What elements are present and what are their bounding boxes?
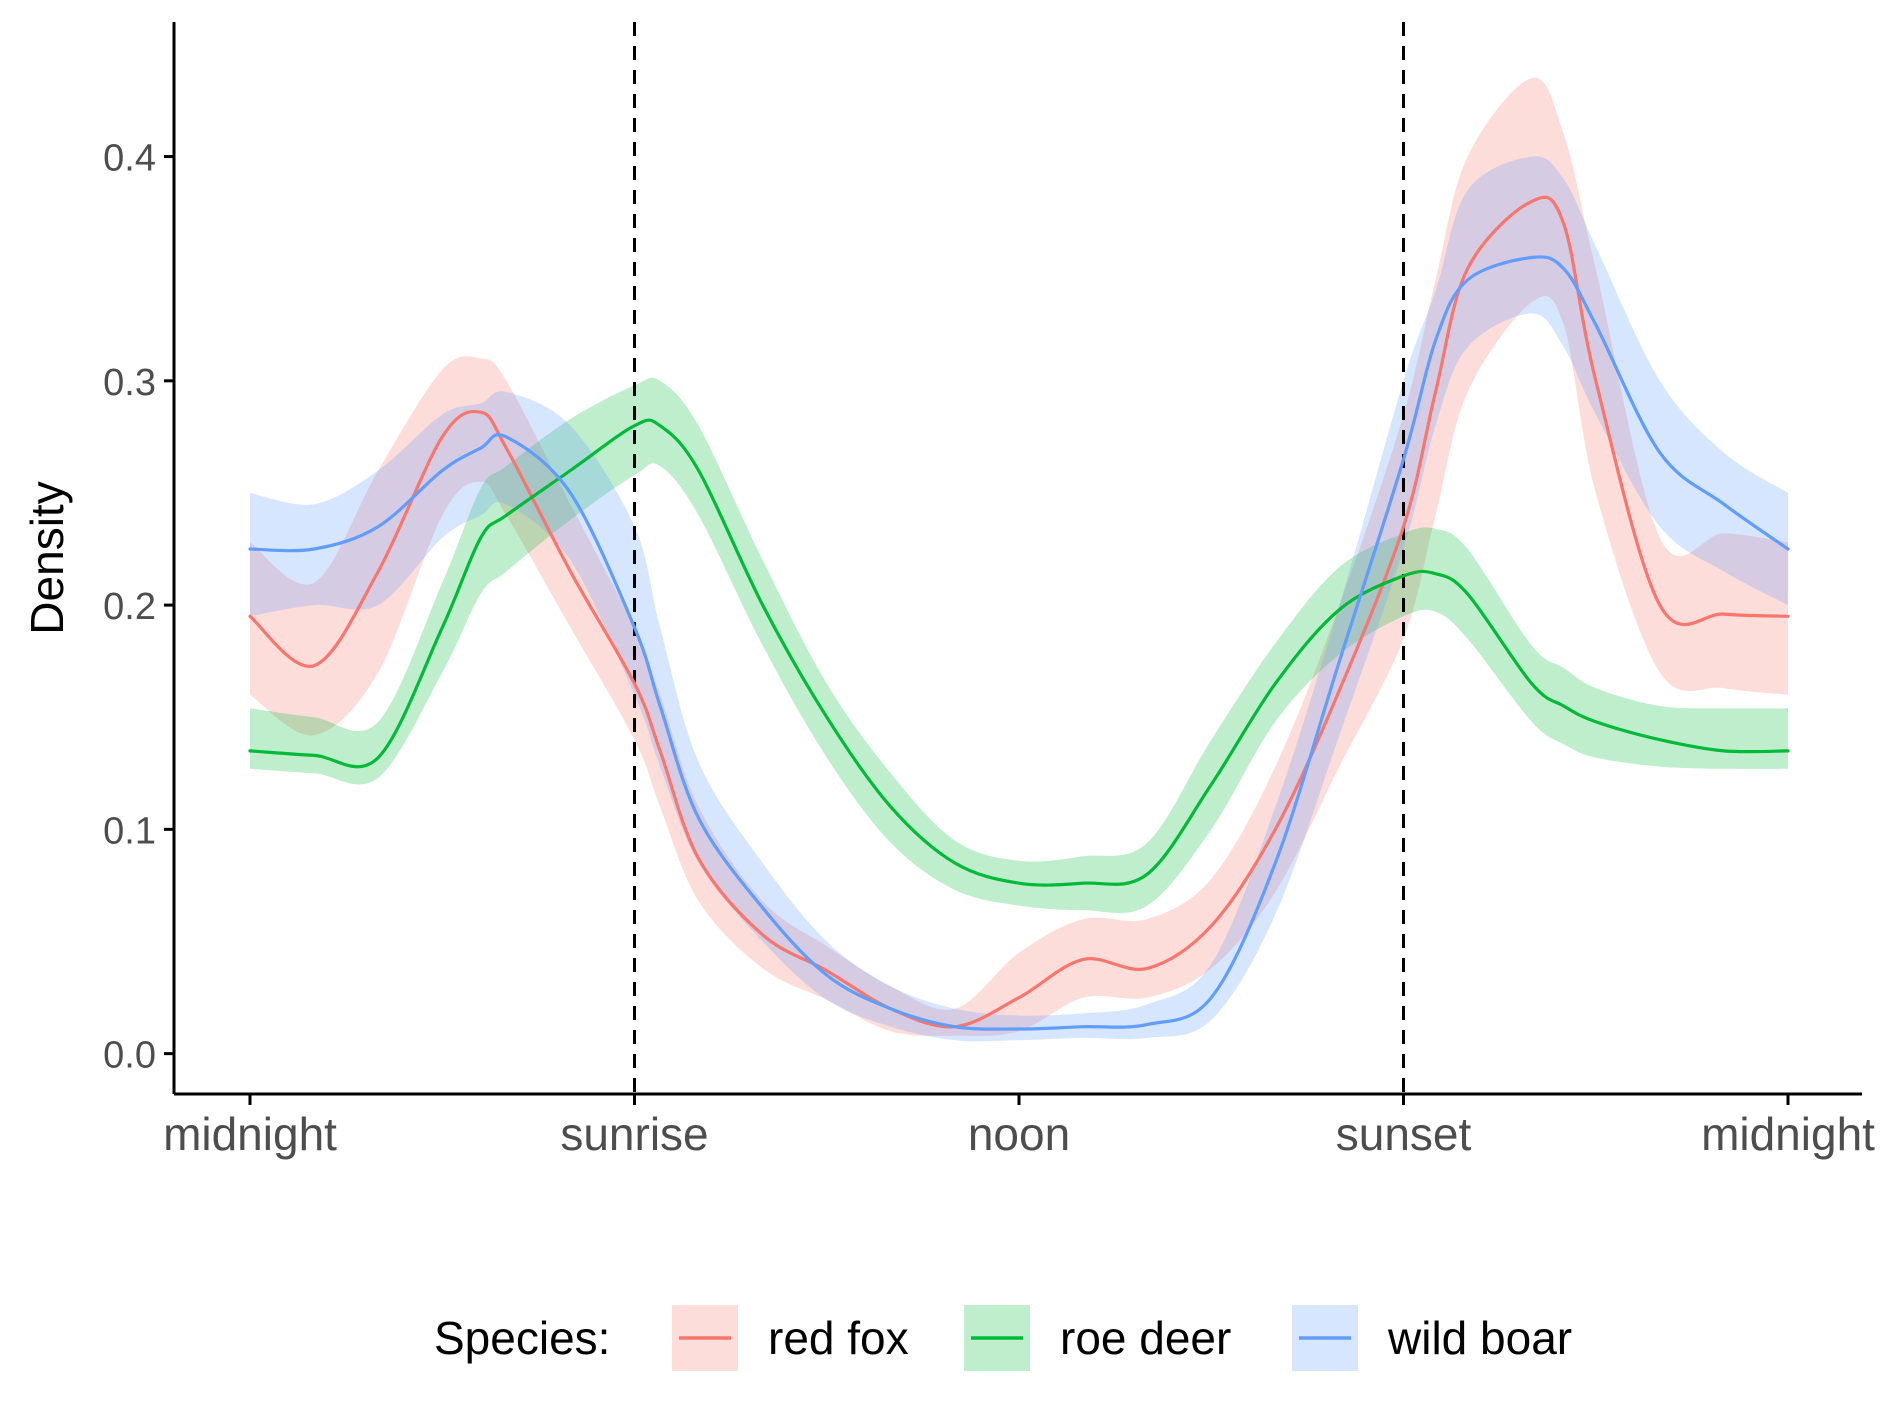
line-wild-boar [248,255,1790,1031]
legend-label: wild boar [1387,1312,1572,1364]
x-tick-label: sunrise [560,1108,708,1160]
band-red-fox [250,77,1788,1036]
legend-label: red fox [768,1312,909,1364]
reference-lines [633,22,1405,1094]
y-tick-label: 0.1 [103,810,156,852]
confidence-bands [250,77,1788,1042]
y-axis-title: Density [21,481,73,634]
y-tick-label: 0.2 [103,586,156,628]
y-tick-label: 0.0 [103,1035,156,1077]
legend-title: Species: [434,1312,610,1364]
x-tick-label: midnight [163,1108,337,1160]
x-tick-label: sunset [1336,1108,1472,1160]
y-tick-label: 0.3 [103,362,156,404]
line-roe-deer [248,418,1790,887]
legend-item-red-fox: red fox [672,1305,909,1371]
axes: 0.0 0.1 0.2 0.3 0.4 midnight sunrise noon sunse… [21,22,1875,1160]
band-roe-deer [250,377,1788,914]
density-lines [248,195,1790,1031]
band-wild-boar [250,156,1788,1042]
legend-item-roe-deer: roe deer [964,1305,1231,1371]
line-red-fox [248,195,1790,1029]
legend-keys: red fox roe deer wild boar [672,1305,1572,1371]
legend-label: roe deer [1060,1312,1231,1364]
x-tick-label: noon [968,1108,1070,1160]
x-axis-ticks: midnight sunrise noon sunset midnight [163,1094,1875,1160]
y-tick-label: 0.4 [103,138,156,180]
legend: Species: red fox roe deer wild boar [434,1305,1572,1371]
x-tick-label: midnight [1701,1108,1875,1160]
legend-item-wild-boar: wild boar [1292,1305,1572,1371]
y-axis-ticks: 0.0 0.1 0.2 0.3 0.4 [103,138,174,1077]
